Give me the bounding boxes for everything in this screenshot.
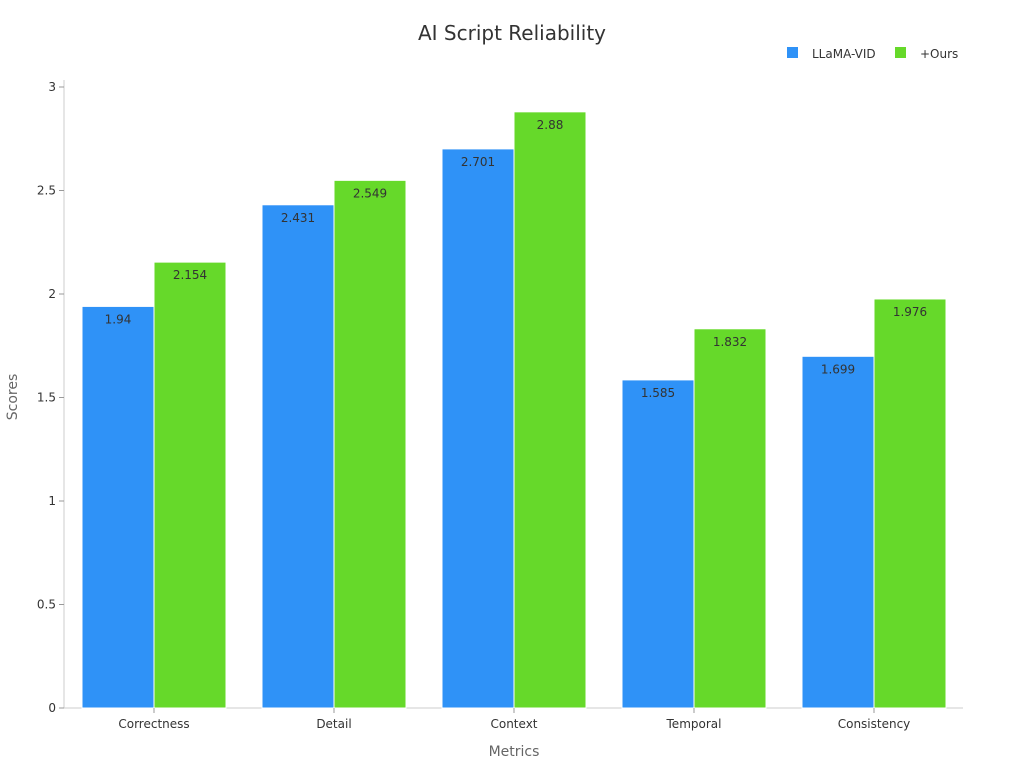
x-axis-label: Metrics: [489, 744, 540, 760]
x-tick-label: Temporal: [666, 717, 722, 731]
x-tick-label: Correctness: [118, 717, 189, 731]
bar-llama-vid-context: [441, 148, 515, 709]
data-label: 1.585: [641, 386, 675, 400]
bar-llama-vid-correctness: [81, 305, 155, 709]
y-tick-label: 2.5: [37, 184, 56, 198]
y-axis-label: Scores: [5, 374, 21, 421]
chart-title: AI Script Reliability: [418, 21, 606, 45]
data-label: 2.549: [353, 186, 387, 200]
data-label: 1.699: [821, 362, 855, 376]
legend-label-ours: +Ours: [920, 47, 958, 61]
legend-swatch-ours: [895, 47, 906, 58]
y-tick-label: 0: [48, 701, 56, 715]
bar--ours-consistency: [873, 298, 947, 709]
y-tick-label: 1.5: [37, 391, 56, 405]
data-label: 2.431: [281, 211, 315, 225]
data-label: 2.701: [461, 155, 495, 169]
data-label: 1.832: [713, 335, 747, 349]
y-tick-label: 2: [48, 287, 56, 301]
y-tick-label: 0.5: [37, 598, 56, 612]
legend: LLaMA-VID +Ours: [787, 47, 958, 61]
data-label: 2.154: [173, 268, 207, 282]
legend-swatch-llama-vid: [787, 47, 798, 58]
bar-llama-vid-detail: [261, 204, 335, 709]
bar--ours-temporal: [693, 328, 767, 709]
y-tick-label: 3: [48, 80, 56, 94]
legend-label-llama-vid: LLaMA-VID: [812, 47, 876, 61]
bar-llama-vid-temporal: [621, 379, 695, 709]
x-tick-label: Consistency: [838, 717, 911, 731]
bar--ours-detail: [333, 179, 407, 709]
bar--ours-context: [513, 111, 587, 709]
data-label: 1.94: [105, 312, 132, 326]
y-tick-label: 1: [48, 494, 56, 508]
bar-llama-vid-consistency: [801, 355, 875, 709]
data-label: 2.88: [537, 118, 564, 132]
data-label: 1.976: [893, 305, 927, 319]
x-tick-label: Context: [490, 717, 537, 731]
x-tick-label: Detail: [316, 717, 351, 731]
bar--ours-correctness: [153, 261, 227, 709]
